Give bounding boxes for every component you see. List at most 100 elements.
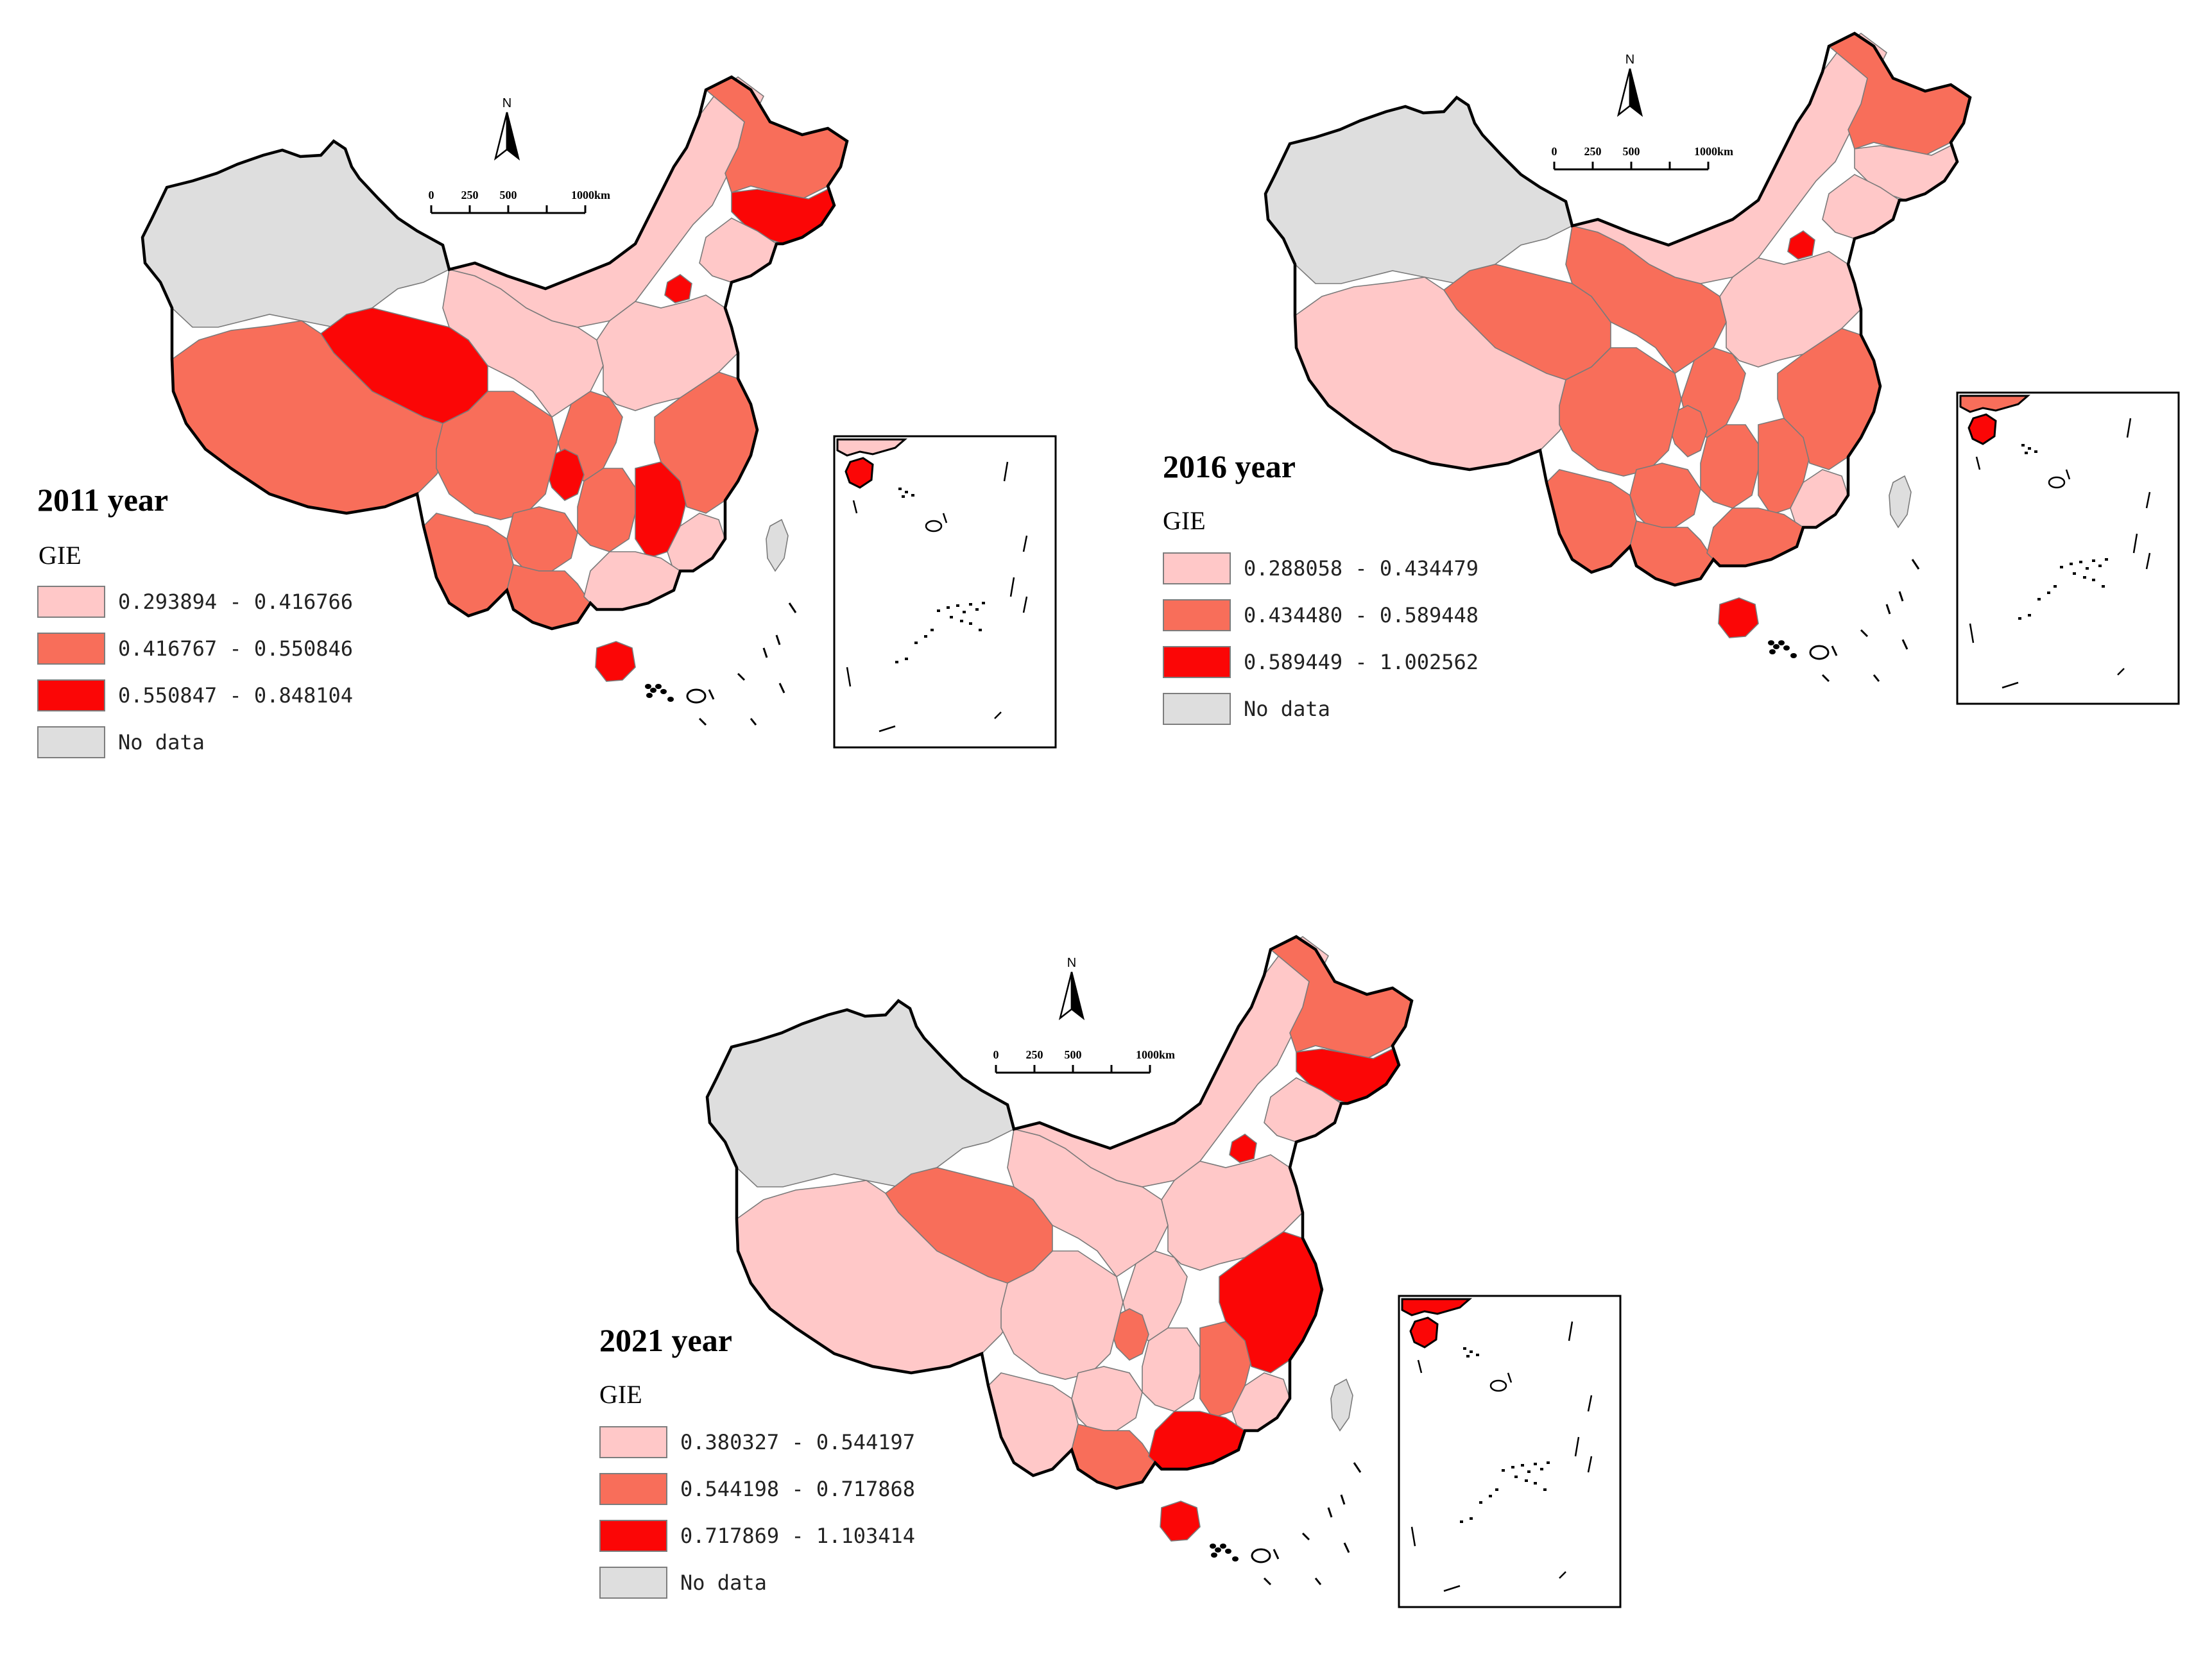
inset-island: [963, 611, 966, 613]
inset-island: [2060, 566, 2063, 568]
scale-bar: 0 250 500 1000km: [993, 1048, 1175, 1074]
island-mark: [1773, 644, 1779, 649]
inset-dash: [852, 500, 858, 514]
scale-tick-label: 0: [1552, 145, 1557, 158]
maritime-boundary-dash: [1314, 1578, 1322, 1585]
island-mark: [1769, 649, 1776, 654]
inset-island: [1466, 1355, 1470, 1357]
inset-island: [2053, 585, 2057, 588]
inset-frame: [1398, 1295, 1622, 1608]
inset-island: [2073, 572, 2076, 575]
country-boundary: [141, 75, 849, 631]
south-china-sea-inset: [1398, 1295, 1622, 1608]
legend-title: GIE: [599, 1380, 642, 1409]
scale-tick-label: 250: [461, 189, 479, 201]
region-guangdong: [583, 551, 681, 610]
legend-swatch: [599, 1473, 667, 1505]
region-sichuan: [1000, 1250, 1124, 1380]
region-guangxi: [1071, 1424, 1156, 1489]
scale-tick-label: 500: [1623, 145, 1640, 158]
island-mark: [667, 697, 674, 702]
maritime-boundary-dash: [1340, 1494, 1346, 1505]
province-layer: [707, 936, 1412, 1542]
scale-tick-label: 250: [1026, 1048, 1043, 1061]
inset-island: [2047, 591, 2050, 594]
legend-label: No data: [680, 1570, 767, 1595]
inset-frame: [1956, 391, 2180, 705]
inset-island-outline: [925, 520, 943, 532]
scale-tick-label: 500: [1065, 1048, 1082, 1061]
north-arrow: N: [1616, 53, 1643, 117]
maritime-boundary-dash: [708, 689, 715, 700]
inset-island: [956, 604, 959, 607]
island-mark: [1783, 645, 1790, 651]
region-xinjiang: [1265, 96, 1573, 284]
inset-island: [2083, 576, 2086, 579]
maritime-boundary-dash: [778, 683, 785, 694]
region-guangdong: [1148, 1411, 1246, 1470]
legend-label: No data: [1244, 697, 1330, 721]
region-hunan: [1700, 424, 1759, 509]
island-mark: [1232, 1556, 1239, 1562]
north-label: N: [1067, 956, 1076, 970]
inset-dash: [1975, 456, 1981, 470]
region-hainan: [595, 641, 636, 682]
island-mark: [1210, 1544, 1216, 1549]
inset-hainan: [845, 457, 874, 489]
region-yunnan: [423, 513, 514, 617]
legend-item: 0.550847 - 0.848104: [37, 677, 353, 713]
legend-label: 0.288058 - 0.434479: [1244, 556, 1479, 581]
region-taiwan: [766, 518, 789, 572]
map-panel-2021: N 0 250 500 1000km 2021 year GIE 0.380327 - …: [565, 866, 1688, 1668]
inset-island: [1521, 1464, 1524, 1467]
map-panel-2016: N 0 250 500 1000km 2016 year GIE 0.288058 - …: [1123, 0, 2212, 765]
legend-item: 0.589449 - 1.002562: [1163, 644, 1479, 680]
island-mark: [1220, 1544, 1226, 1549]
north-arrow-right: [1070, 971, 1085, 1021]
island-outline: [1809, 645, 1830, 660]
legend-swatch: [1163, 646, 1231, 678]
legend-swatch: [1163, 599, 1231, 631]
inset-island-outline: [1489, 1379, 1507, 1392]
legend-item: No data: [1163, 691, 1330, 727]
scale-tick-label: 250: [1584, 145, 1602, 158]
map-title: 2016 year: [1163, 448, 1296, 484]
inset-island: [1543, 1488, 1547, 1491]
legend-label: 0.380327 - 0.544197: [680, 1430, 916, 1454]
inset-island: [2079, 561, 2082, 563]
inset-dash: [994, 711, 1002, 719]
legend-item: 0.293894 - 0.416766: [37, 584, 353, 620]
inset-dash: [1410, 1526, 1416, 1547]
north-arrow: N: [493, 96, 520, 161]
legend-label: No data: [118, 730, 205, 754]
legend-label: 0.544198 - 0.717868: [680, 1477, 916, 1501]
maritime-boundary-dash: [698, 717, 707, 726]
inset-island: [1534, 1463, 1537, 1465]
region-yunnan: [988, 1372, 1079, 1476]
map-title: 2021 year: [599, 1322, 732, 1358]
island-outline: [686, 688, 707, 704]
inset-island: [902, 495, 905, 498]
scale-tick-label: 0: [429, 189, 434, 201]
inset-island: [1547, 1461, 1550, 1464]
inset-dash: [942, 513, 948, 523]
north-arrow-right: [506, 112, 520, 161]
inset-dash: [2145, 552, 2151, 570]
island-mark: [1768, 640, 1774, 645]
region-guangxi: [506, 564, 591, 629]
region-xinjiang: [142, 140, 450, 328]
inset-island: [979, 629, 982, 631]
maritime-boundary-dash: [1263, 1577, 1272, 1586]
legend-swatch: [599, 1520, 667, 1552]
inset-dash: [1568, 1321, 1573, 1341]
china-map: N 0 250 500 1000km: [141, 75, 1057, 749]
legend-title: GIE: [39, 541, 81, 570]
region-beijing: [1787, 230, 1815, 260]
scale-bar: 0 250 500 1000km: [429, 189, 610, 214]
inset-island: [2098, 565, 2102, 567]
country-boundary: [705, 935, 1414, 1490]
maritime-boundary-dash: [1343, 1542, 1350, 1553]
inset-island: [930, 629, 934, 631]
inset-dash: [1574, 1436, 1580, 1457]
